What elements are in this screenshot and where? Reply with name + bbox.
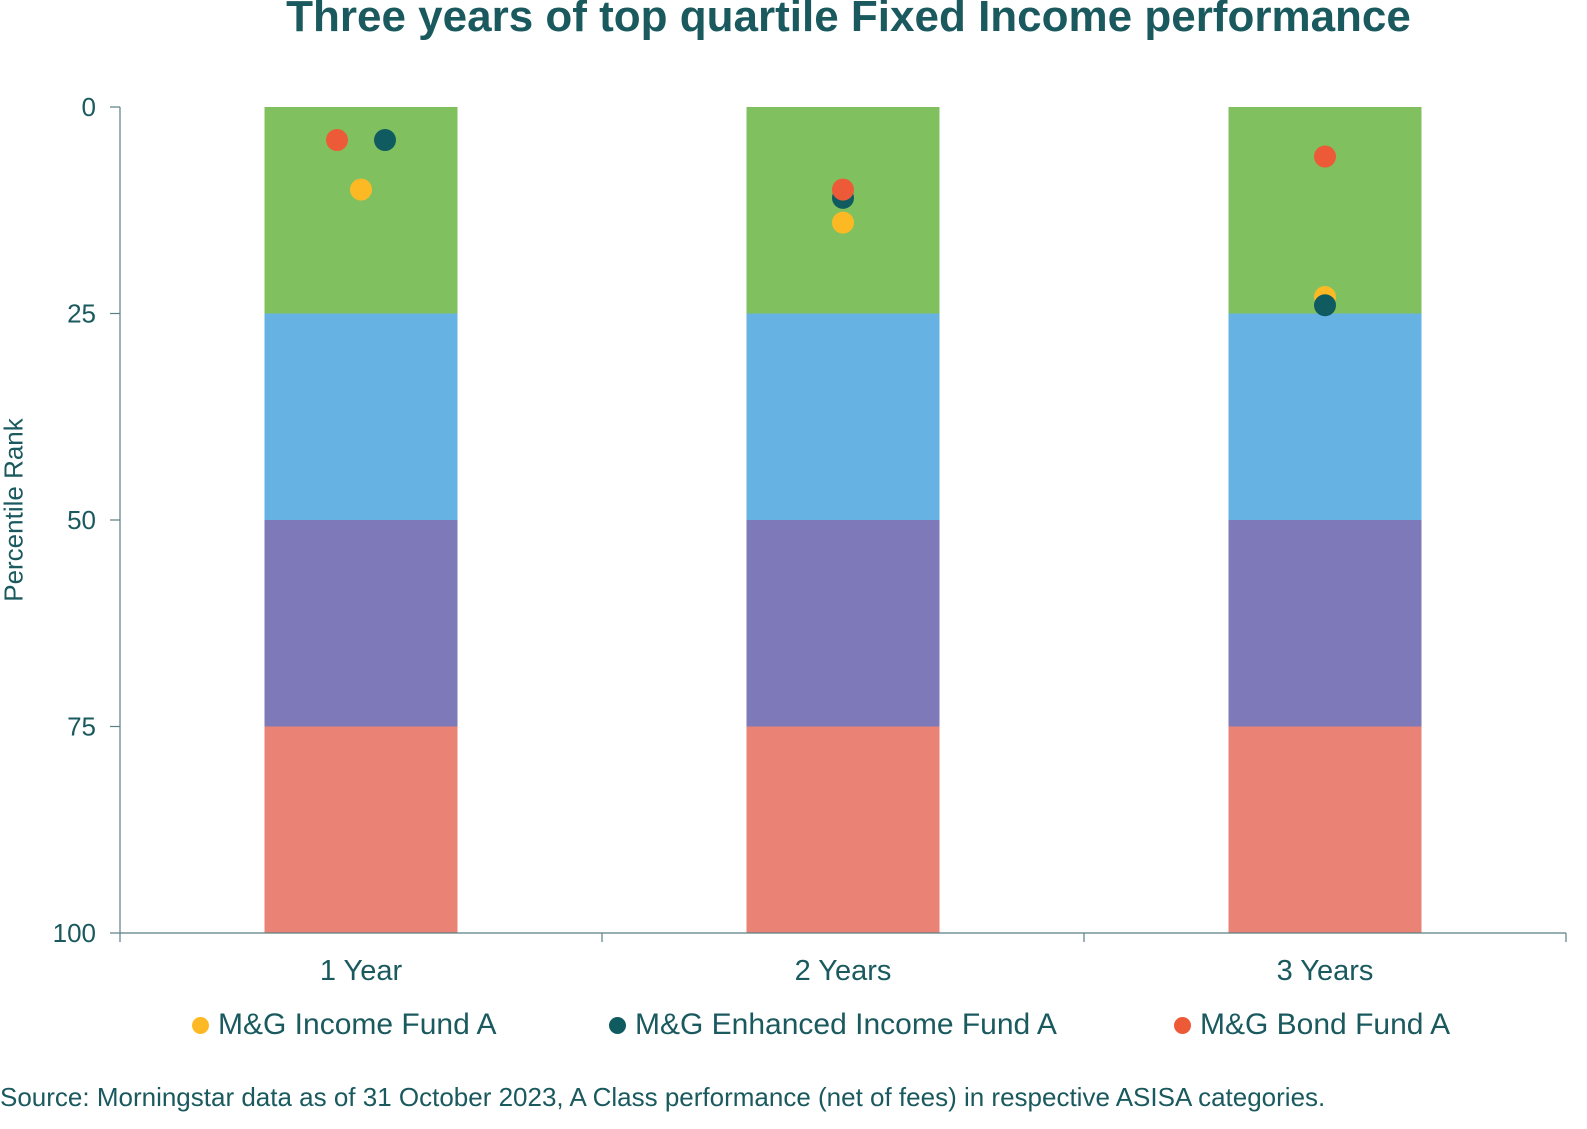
bar-segment-2-quartile-4 xyxy=(746,726,940,933)
point-2-3 xyxy=(1314,294,1336,317)
legend-marker-bond-fund xyxy=(1174,1016,1191,1034)
legend-marker-enhanced-income-fund xyxy=(609,1016,626,1034)
point-3-2 xyxy=(832,178,854,201)
y-tick-label-75: 75 xyxy=(67,712,96,742)
point-3-3 xyxy=(1314,145,1336,168)
legend-label-income-fund: M&G Income Fund A xyxy=(218,1008,497,1041)
legend-label-enhanced-income-fund: M&G Enhanced Income Fund A xyxy=(635,1008,1057,1041)
x-tick-label-1: 1 Year xyxy=(320,955,403,987)
y-tick-label-0: 0 xyxy=(82,92,96,122)
bar-segment-3-quartile-1 xyxy=(1228,107,1422,314)
bar-segment-1-quartile-1 xyxy=(264,107,458,314)
point-2-1 xyxy=(374,129,396,152)
y-tick-label-25: 25 xyxy=(67,299,96,329)
legend-marker-income-fund xyxy=(192,1016,209,1034)
bar-segment-1-quartile-3 xyxy=(264,520,458,727)
x-tick-label-3: 3 Years xyxy=(1277,955,1374,987)
point-1-1 xyxy=(350,178,372,201)
bar-segment-1-quartile-2 xyxy=(264,313,458,520)
legend-label-bond-fund: M&G Bond Fund A xyxy=(1200,1008,1451,1041)
legend-item-income-fund: M&G Income Fund A xyxy=(192,1008,496,1042)
bar-segment-2-quartile-2 xyxy=(746,313,940,520)
bar-segment-3-quartile-2 xyxy=(1228,313,1422,520)
source-note: Source: Morningstar data as of 31 Octobe… xyxy=(0,1082,1326,1112)
bar-segment-3-quartile-3 xyxy=(1228,520,1422,727)
point-3-1 xyxy=(326,129,348,152)
bar-segment-2-quartile-1 xyxy=(746,107,940,314)
x-tick-label-2: 2 Years xyxy=(795,955,892,987)
y-axis-title: Percentile Rank xyxy=(0,418,29,602)
bar-segment-3-quartile-4 xyxy=(1228,726,1422,933)
chart-plot: 0 25 50 75 100 1 Year 2 Years 3 Years xyxy=(53,92,1567,987)
legend: M&G Income Fund A M&G Enhanced Income Fu… xyxy=(0,1008,1587,1048)
y-tick-label-100: 100 xyxy=(53,918,96,948)
legend-item-enhanced-income-fund: M&G Enhanced Income Fund A xyxy=(609,1008,1057,1042)
point-1-2 xyxy=(832,211,854,234)
bar-segment-1-quartile-4 xyxy=(264,726,458,933)
bar-segment-2-quartile-3 xyxy=(746,520,940,727)
legend-item-bond-fund: M&G Bond Fund A xyxy=(1174,1008,1450,1042)
chart-title: Three years of top quartile Fixed Income… xyxy=(286,0,1411,41)
y-tick-label-50: 50 xyxy=(67,505,96,535)
